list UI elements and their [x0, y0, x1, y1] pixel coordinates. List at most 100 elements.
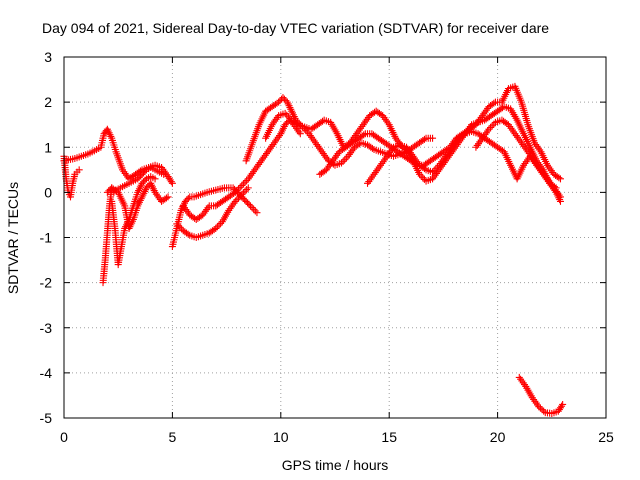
data-point [238, 182, 246, 190]
data-point [173, 220, 181, 228]
data-point [134, 175, 142, 183]
series-trace-j [262, 107, 413, 156]
series-trace-m [403, 103, 560, 192]
data-point [245, 200, 253, 208]
data-point [215, 221, 223, 229]
data-point [181, 197, 189, 205]
data-point [162, 194, 170, 202]
data-point [558, 402, 566, 410]
y-tick-label: 0 [44, 184, 52, 200]
data-point [233, 196, 241, 204]
data-point [556, 175, 564, 183]
data-point [212, 224, 220, 232]
data-point [503, 120, 511, 128]
data-point [342, 154, 350, 162]
data-point [420, 165, 428, 173]
data-point [429, 134, 437, 142]
data-point [103, 188, 111, 196]
data-point [536, 404, 544, 412]
data-point [184, 194, 192, 202]
data-point [138, 170, 146, 178]
data-point [490, 99, 498, 107]
data-point [540, 407, 548, 415]
data-point [160, 170, 168, 178]
data-point [235, 185, 243, 193]
data-point [239, 189, 247, 197]
data-point [556, 193, 564, 201]
data-point [239, 180, 247, 188]
data-point [235, 194, 243, 202]
data-point [321, 167, 329, 175]
data-point [251, 207, 259, 215]
data-point [279, 94, 287, 102]
y-tick-label: -5 [40, 410, 53, 426]
data-point [242, 197, 250, 205]
data-point [139, 169, 147, 177]
data-point [538, 406, 546, 414]
data-point [241, 178, 249, 186]
data-point [238, 191, 246, 199]
data-point [231, 197, 239, 205]
data-point [151, 175, 159, 183]
data-point [281, 109, 289, 117]
data-point [338, 159, 346, 167]
data-point [293, 120, 301, 128]
data-point [105, 187, 113, 195]
data-point [144, 182, 152, 190]
tick-marks [63, 56, 607, 419]
data-points [60, 82, 567, 417]
data-point [341, 156, 349, 164]
data-point [555, 174, 563, 182]
y-tick-label: 1 [44, 139, 52, 155]
data-point [243, 177, 251, 185]
data-point [281, 121, 289, 129]
x-axis-label: GPS time / hours [282, 457, 389, 473]
series-trace-h [179, 116, 304, 223]
y-tick-label: -4 [40, 365, 53, 381]
data-point [184, 230, 192, 238]
data-point [233, 187, 241, 195]
data-point [183, 196, 191, 204]
data-point [339, 157, 347, 165]
data-point [197, 212, 205, 220]
data-point [360, 131, 368, 139]
x-tick-label: 25 [598, 429, 614, 445]
data-point [176, 223, 184, 231]
series-trace-e [103, 179, 172, 232]
y-tick-label: -2 [40, 275, 53, 291]
series-trace-a [60, 125, 176, 187]
data-point [241, 196, 249, 204]
data-point [535, 403, 543, 411]
data-point [253, 209, 261, 217]
x-tick-label: 0 [60, 429, 68, 445]
data-point [75, 166, 83, 174]
y-tick-label: -1 [40, 230, 53, 246]
data-point [213, 223, 221, 231]
data-point [283, 111, 291, 119]
data-point [236, 183, 244, 191]
x-tick-label: 20 [490, 429, 506, 445]
x-tick-label: 15 [381, 429, 397, 445]
data-point [275, 98, 283, 106]
data-point [487, 124, 495, 132]
data-point [420, 135, 428, 143]
data-point [248, 204, 256, 212]
data-point [135, 173, 143, 181]
x-tick-label: 5 [169, 429, 177, 445]
data-point [138, 179, 146, 187]
data-point [164, 193, 172, 201]
y-axis-label: SDTVAR / TECUs [5, 182, 21, 294]
data-point [420, 175, 428, 183]
series-trace-g [173, 184, 252, 241]
data-point [250, 205, 258, 213]
series-trace-f [168, 184, 261, 251]
data-point [559, 400, 567, 408]
data-point [280, 95, 288, 103]
data-point [490, 120, 498, 128]
data-point [174, 222, 182, 230]
y-tick-label: 3 [44, 49, 52, 65]
series-trace-n [472, 116, 564, 201]
data-point [416, 170, 424, 178]
